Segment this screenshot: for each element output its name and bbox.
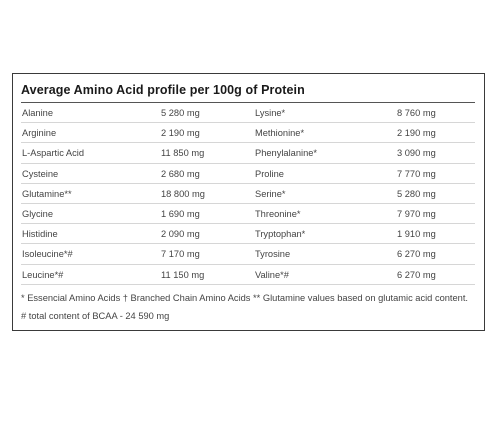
amino-acid-name: Tryptophan*	[255, 229, 306, 240]
table-row: Glycine 1 690 mg Threonine* 7 970 mg	[21, 204, 475, 225]
amino-acid-name: Glycine	[22, 208, 54, 219]
amino-acid-name: L-Aspartic Acid	[22, 148, 85, 159]
table-row: Arginine 2 190 mg Methionine* 2 190 mg	[21, 123, 475, 144]
amino-acid-value: 6 270 mg	[397, 269, 436, 280]
amino-acid-name: Tyrosine	[255, 249, 291, 260]
table-row: Cysteine 2 680 mg Proline 7 770 mg	[21, 164, 475, 184]
amino-acid-name: Isoleucine*#	[22, 249, 73, 260]
amino-acid-value: 7 970 mg	[397, 208, 436, 219]
amino-acid-name: Leucine*#	[22, 269, 64, 280]
amino-acid-name: Glutamine**	[22, 188, 72, 199]
table-title: Average Amino Acid profile per 100g of P…	[21, 83, 305, 97]
amino-acid-name: Cysteine	[22, 168, 59, 179]
amino-acid-value: 5 280 mg	[397, 188, 436, 199]
amino-acid-value: 2 190 mg	[161, 128, 200, 139]
amino-acid-name: Alanine	[22, 108, 54, 118]
amino-acid-value: 6 270 mg	[397, 249, 436, 260]
amino-acid-value: 1 690 mg	[161, 208, 200, 219]
amino-acid-value: 1 910 mg	[397, 229, 436, 240]
amino-acid-name: Serine*	[255, 188, 286, 199]
amino-acid-value: 11 150 mg	[161, 269, 205, 280]
amino-acid-value: 3 090 mg	[397, 148, 436, 159]
amino-acid-name: Methionine*	[255, 128, 305, 139]
footnote: * Essencial Amino Acids † Branched Chain…	[21, 293, 469, 321]
amino-acid-value: 11 850 mg	[161, 148, 205, 159]
amino-acid-name: Phenylalanine*	[255, 148, 318, 159]
table-row: Isoleucine*# 7 170 mg Tyrosine 6 270 mg	[21, 244, 475, 265]
amino-acid-value: 2 680 mg	[161, 168, 200, 179]
amino-acid-value: 5 280 mg	[161, 108, 200, 118]
amino-acid-value: 2 090 mg	[161, 229, 200, 240]
amino-acid-name: Valine*#	[255, 269, 289, 280]
amino-acid-value: 7 770 mg	[397, 168, 436, 179]
amino-acid-name: Histidine	[22, 229, 58, 240]
amino-acid-value: 7 170 mg	[161, 249, 200, 260]
amino-acid-value: 8 760 mg	[397, 108, 436, 118]
amino-acid-table: Average Amino Acid profile per 100g of P…	[12, 73, 485, 331]
amino-acid-name: Threonine*	[255, 208, 301, 219]
table-row: Leucine*# 11 150 mg Valine*# 6 270 mg	[21, 265, 475, 285]
amino-acid-name: Lysine*	[255, 108, 286, 118]
title-divider	[21, 102, 475, 103]
amino-acid-value: 2 190 mg	[397, 128, 436, 139]
table-body: Alanine 5 280 mg Lysine* 8 760 mg Arginine 2 …	[21, 103, 475, 285]
table-row: Alanine 5 280 mg Lysine* 8 760 mg	[21, 103, 475, 124]
amino-acid-name: Arginine	[22, 128, 57, 139]
table-row: L-Aspartic Acid 11 850 mg Phenylalanine* 3 …	[21, 143, 475, 164]
amino-acid-value: 18 800 mg	[161, 188, 205, 199]
amino-acid-name: Proline	[255, 168, 284, 179]
table-row: Glutamine** 18 800 mg Serine* 5 280 mg	[21, 184, 475, 204]
table-row: Histidine 2 090 mg Tryptophan* 1 910 mg	[21, 224, 475, 245]
